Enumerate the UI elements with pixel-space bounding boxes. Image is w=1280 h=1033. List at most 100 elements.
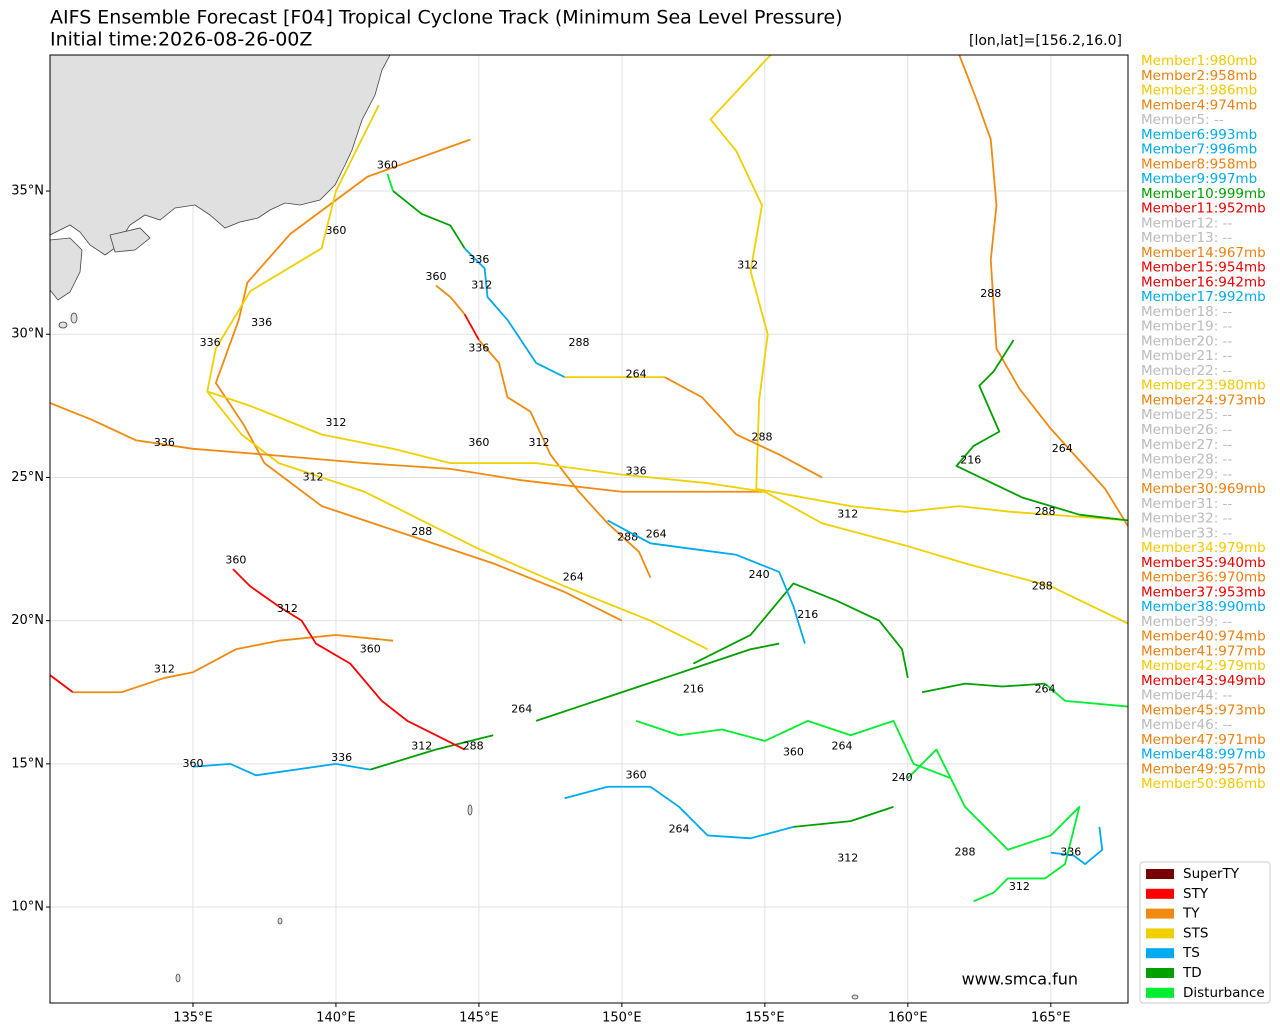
watermark: www.smca.fun [962,970,1078,989]
track-time-label: 240 [749,568,770,581]
track-time-label: 312 [325,416,346,429]
track-time-label: 360 [426,270,447,283]
track-segment [921,682,1046,694]
track-time-label: 312 [528,436,549,449]
track-time-label: 216 [960,453,981,466]
track-time-label: 336 [331,751,352,764]
member-entry: Member18: -- [1141,304,1232,320]
legend-swatch [1146,928,1174,939]
legend-label: STY [1183,886,1209,902]
legend-swatch [1146,948,1174,959]
position-label: [lon,lat]=[156.2,16.0] [969,33,1122,49]
track-time-label: 264 [1052,442,1073,455]
subtitle: Initial time:2026-08-26-00Z [50,29,312,51]
y-tick-label: 25°N [11,470,44,485]
track-time-label: 264 [511,702,532,715]
track-time-label: 312 [837,508,858,521]
island [851,994,859,1000]
track-segment [1050,826,1104,865]
member-entry: Member17:992mb [1141,289,1266,305]
land-shikoku [109,227,151,253]
member-entry: Member32: -- [1141,511,1232,527]
member-entry: Member47:971mb [1141,732,1266,748]
track-time-label: 336 [154,436,175,449]
track-time-label: 312 [471,279,492,292]
island [277,917,283,925]
member-entry: Member48:997mb [1141,747,1266,763]
track-time-label: 360 [325,224,346,237]
member-entry: Member22: -- [1141,363,1232,379]
track-time-label: 264 [646,528,667,541]
member-entry: Member25: -- [1141,407,1232,423]
member-entry: Member28: -- [1141,452,1232,468]
track-time-label: 288 [751,430,772,443]
track-segment [435,284,466,315]
island [70,312,78,324]
member-entry: Member13: -- [1141,230,1232,246]
member-entry: Member6:993mb [1141,127,1257,143]
member-entry: Member39: -- [1141,614,1232,630]
member-entry: Member43:949mb [1141,673,1266,689]
track-time-label: 336 [468,253,489,266]
track-time-label: 336 [251,316,272,329]
member-entry: Member7:996mb [1141,142,1257,158]
island [58,321,68,329]
track-segment [907,748,1081,903]
legend-label: TS [1182,945,1200,961]
track-segment [1044,682,1128,708]
member-entry: Member40:974mb [1141,629,1266,645]
legend-label: TY [1182,906,1200,922]
member-entry: Member20: -- [1141,333,1232,349]
legend-label: TD [1182,965,1202,981]
track-time-label: 288 [568,336,589,349]
legend-label: STS [1183,925,1208,941]
member-entry: Member24:973mb [1141,392,1266,408]
graticule [50,55,1128,1003]
member-entry: Member29: -- [1141,466,1232,482]
track-time-label: 264 [626,367,647,380]
axes: 135°E 140°E 145°E 150°E 155°E 160°E 165°E 10°N 1… [11,184,1070,1026]
track-time-label: 360 [182,757,203,770]
track-time-label: 360 [377,158,398,171]
track-time-label: 288 [955,846,976,859]
y-tick-label: 20°N [11,613,44,628]
track-segment [192,762,371,777]
island [175,973,181,983]
member-entry: Member27: -- [1141,437,1232,453]
track-time-label: 216 [683,682,704,695]
track-time-label: 288 [1032,579,1053,592]
track-segment [72,634,394,694]
track-time-label: 288 [411,525,432,538]
y-tick-label: 15°N [11,756,44,771]
member-entry: Member19: -- [1141,319,1232,335]
member-entry: Member30:969mb [1141,481,1266,497]
legend-swatch [1146,888,1174,899]
legend-label: SuperTY [1183,866,1240,882]
tracks: 288 264 312 288 312 360 336 288 336 312 264 360 336 3… [50,55,1128,903]
member-entry: Member4:974mb [1141,97,1257,113]
track-time-label: 264 [669,823,690,836]
track-time-label: 264 [832,740,853,753]
member-entry: Member1:980mb [1141,53,1257,69]
track-time-label: 360 [225,554,246,567]
track-time-label: 360 [360,642,381,655]
member-entry: Member10:999mb [1141,186,1266,202]
map-area: 288 264 312 288 312 360 336 288 336 312 264 360 336 3… [50,55,1128,1003]
track-segment [392,190,466,249]
map-frame [49,54,1129,1004]
member-entry: Member46: -- [1141,717,1232,733]
track-time-label: 288 [617,531,638,544]
member-entry: Member15:954mb [1141,260,1266,276]
land-japan [50,55,391,256]
y-tick-label: 35°N [11,184,44,199]
track-time-label: 360 [468,436,489,449]
legend-label: Disturbance [1183,985,1265,1001]
track-time-label: 240 [892,771,913,784]
member-entry: Member37:953mb [1141,584,1266,600]
member-entry: Member11:952mb [1141,201,1266,217]
island [467,804,473,816]
title: AIFS Ensemble Forecast [F04] Tropical Cy… [50,7,843,29]
legend-swatch [1146,908,1174,919]
track-time-label: 336 [200,336,221,349]
